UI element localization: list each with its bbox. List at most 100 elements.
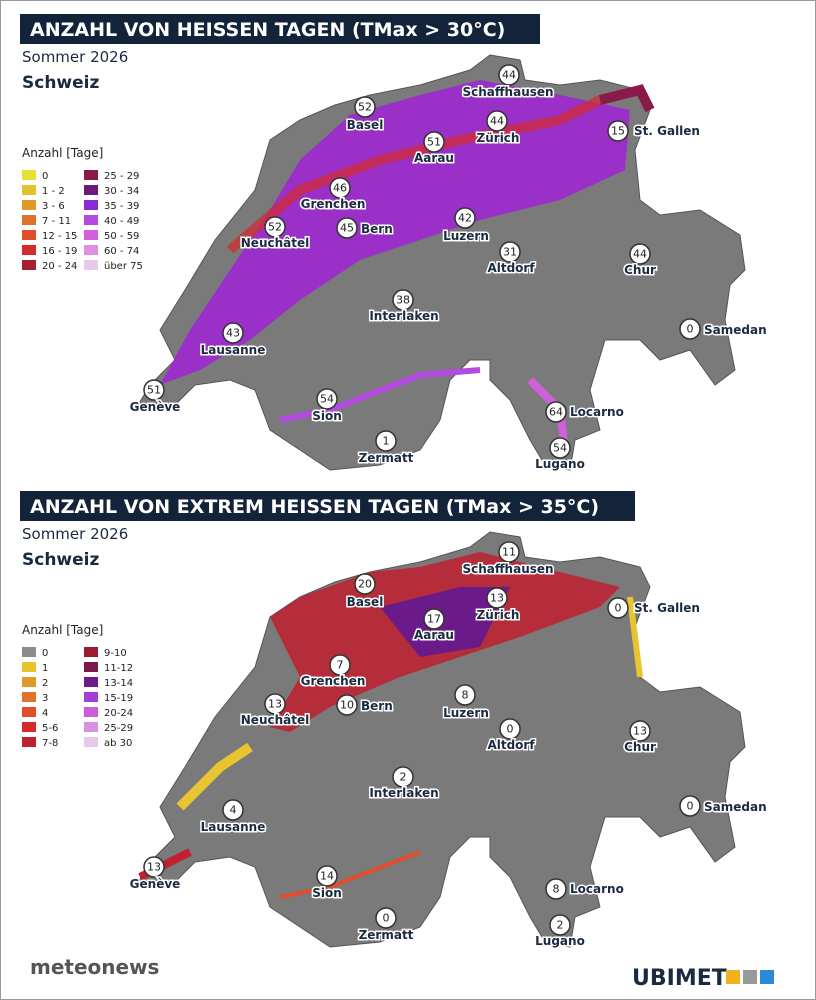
city-name: Locarno xyxy=(570,405,624,419)
city-value: 0 xyxy=(507,723,514,736)
city-marker xyxy=(329,654,351,676)
city-marker xyxy=(499,718,521,740)
city-value: 51 xyxy=(147,384,161,397)
legend-swatch xyxy=(22,707,36,717)
city-name: Chur xyxy=(624,740,656,754)
city-name: Genève xyxy=(130,877,181,891)
city-value: 31 xyxy=(503,246,517,259)
city-name: Grenchen xyxy=(301,674,366,688)
legend-swatch xyxy=(84,245,98,255)
legend-label: 13-14 xyxy=(104,678,133,689)
legend-title: Anzahl [Tage] xyxy=(22,623,103,637)
legend-swatch xyxy=(22,200,36,210)
city-value: 8 xyxy=(553,883,560,896)
legend-label: 60 - 74 xyxy=(104,246,139,257)
legend-swatch xyxy=(84,185,98,195)
city-value: 52 xyxy=(268,221,282,234)
legend-swatch xyxy=(84,170,98,180)
city-marker xyxy=(336,694,358,716)
city-value: 52 xyxy=(358,101,372,114)
legend-swatch xyxy=(84,722,98,732)
city-value: 11 xyxy=(502,546,516,559)
city-name: Altdorf xyxy=(487,261,535,275)
city-value: 2 xyxy=(557,919,564,932)
legend-swatch xyxy=(84,230,98,240)
city-value: 42 xyxy=(458,212,472,225)
city-name: St. Gallen xyxy=(634,124,700,138)
city-name: Samedan xyxy=(704,800,767,814)
city-value: 51 xyxy=(427,136,441,149)
city-marker xyxy=(143,856,165,878)
logo-icon xyxy=(743,970,757,984)
city-value: 44 xyxy=(490,115,504,128)
city-marker xyxy=(549,437,571,459)
legend-swatch xyxy=(22,647,36,657)
subtitle: Sommer 2026 xyxy=(22,525,128,543)
city-name: Zürich xyxy=(477,131,520,145)
map-top xyxy=(134,54,746,471)
legend-label: 20 - 24 xyxy=(42,261,77,272)
city-value: 13 xyxy=(490,592,504,605)
city-name: Sion xyxy=(312,409,342,423)
city-marker xyxy=(354,96,376,118)
footer-left: meteonews xyxy=(30,955,159,979)
city-marker xyxy=(498,64,520,86)
city-name: Lugano xyxy=(535,457,585,471)
city-value: 44 xyxy=(502,69,516,82)
city-marker xyxy=(454,207,476,229)
city-name: St. Gallen xyxy=(634,601,700,615)
city-value: 7 xyxy=(337,659,344,672)
legend-swatch xyxy=(22,737,36,747)
city-name: Locarno xyxy=(570,882,624,896)
legend-swatch xyxy=(22,215,36,225)
legend-label: 25-29 xyxy=(104,723,133,734)
legend-swatch xyxy=(84,692,98,702)
city-marker xyxy=(545,878,567,900)
city-name: Samedan xyxy=(704,323,767,337)
city-value: 44 xyxy=(633,248,647,261)
legend-swatch xyxy=(84,260,98,270)
city-value: 1 xyxy=(383,435,390,448)
city-value: 54 xyxy=(320,393,334,406)
city-name: Zermatt xyxy=(359,928,414,942)
city-value: 0 xyxy=(383,912,390,925)
legend-label: 2 xyxy=(42,678,48,689)
legend-label: 25 - 29 xyxy=(104,171,139,182)
legend-label: 11-12 xyxy=(104,663,133,674)
city-marker xyxy=(679,318,701,340)
city-value: 4 xyxy=(230,804,237,817)
city-value: 17 xyxy=(427,613,441,626)
legend-label: 0 xyxy=(42,171,48,182)
city-value: 43 xyxy=(226,327,240,340)
city-marker xyxy=(392,766,414,788)
city-name: Luzern xyxy=(443,706,489,720)
city-marker xyxy=(316,388,338,410)
legend-label: 16 - 19 xyxy=(42,246,77,257)
city-value: 38 xyxy=(396,294,410,307)
city-name: Interlaken xyxy=(369,309,438,323)
legend-label: 4 xyxy=(42,708,48,719)
city-name: Sion xyxy=(312,886,342,900)
city-marker xyxy=(354,573,376,595)
legend-swatch xyxy=(22,677,36,687)
city-name: Aarau xyxy=(414,628,454,642)
city-marker xyxy=(222,322,244,344)
city-value: 8 xyxy=(462,689,469,702)
footer-right: UBIMET xyxy=(632,966,727,991)
city-name: Lugano xyxy=(535,934,585,948)
city-value: 15 xyxy=(611,125,625,138)
city-name: Luzern xyxy=(443,229,489,243)
legend-label: 12 - 15 xyxy=(42,231,77,242)
legend-label: 3 xyxy=(42,693,48,704)
city-name: Neuchâtel xyxy=(241,236,309,250)
city-name: Aarau xyxy=(414,151,454,165)
city-marker xyxy=(499,241,521,263)
legend-label: 15-19 xyxy=(104,693,133,704)
city-marker xyxy=(629,720,651,742)
legend-swatch xyxy=(22,230,36,240)
title: ANZAHL VON HEISSEN TAGEN (TMax > 30°C) xyxy=(30,19,505,41)
city-marker xyxy=(629,243,651,265)
city-value: 0 xyxy=(615,602,622,615)
city-marker xyxy=(336,217,358,239)
